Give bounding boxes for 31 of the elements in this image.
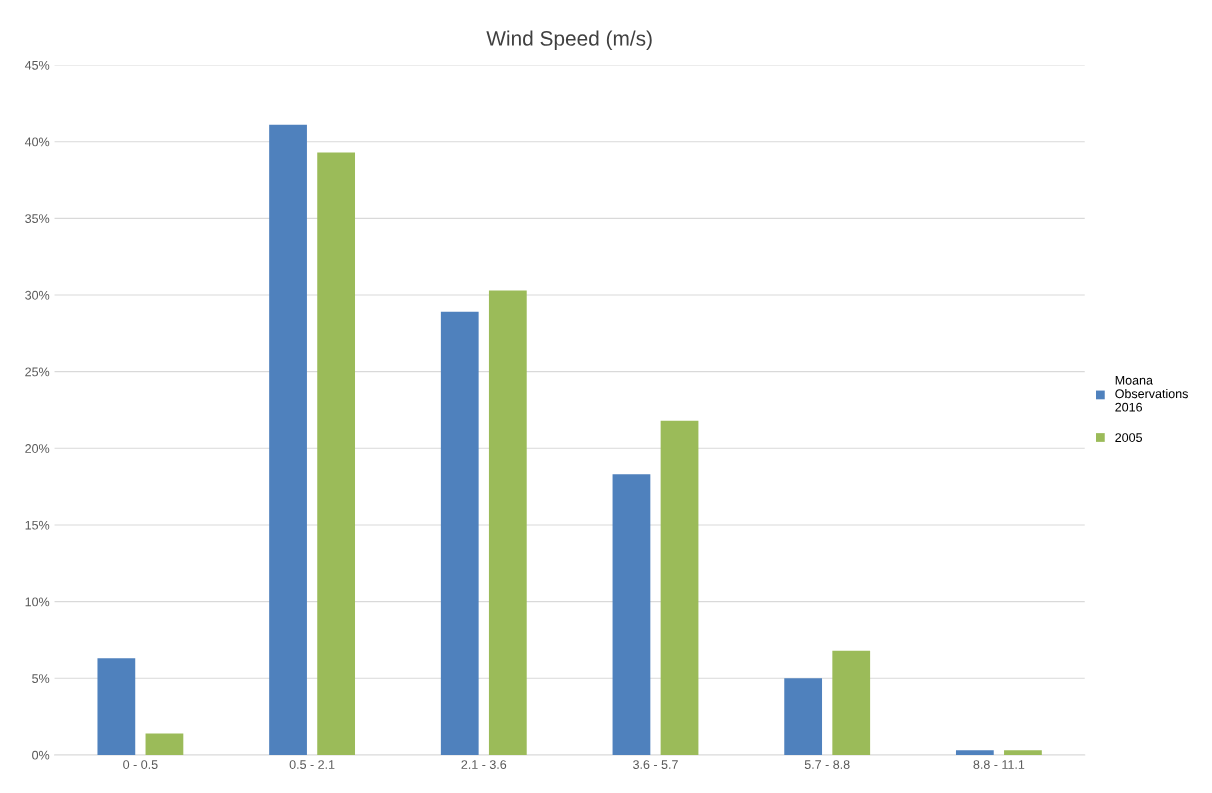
bar [660, 420, 699, 755]
x-tick-label: 0 - 0.5 [123, 760, 158, 769]
y-tick-label: 30% [25, 290, 50, 300]
y-tick-label: 5% [32, 674, 50, 683]
y-tick-label: 45% [24, 60, 50, 70]
x-tick-label: 0.5 - 2.1 [289, 760, 335, 769]
y-tick-label: 15% [25, 520, 50, 530]
bar [832, 650, 871, 755]
bar [955, 750, 994, 755]
bar [317, 152, 356, 755]
bar [1004, 750, 1042, 755]
bar [612, 474, 651, 755]
y-tick-label: 25% [25, 367, 50, 377]
bar [784, 678, 823, 755]
y-tick-label: 35% [25, 214, 50, 223]
y-tick-label: 10% [25, 597, 50, 607]
x-tick-label: 8.8 - 11.1 [973, 760, 1025, 769]
bar [97, 658, 136, 755]
y-tick-label: 20% [25, 444, 50, 453]
x-tick-label: 5.7 - 8.8 [804, 760, 850, 769]
legend-label: Moana Observations 2016 [1115, 375, 1188, 412]
x-tick-label: 3.6 - 5.7 [633, 760, 678, 769]
bar [145, 733, 184, 755]
bar [488, 290, 527, 755]
y-tick-label: 0% [32, 750, 50, 760]
y-tick-label: 40% [24, 137, 50, 147]
x-tick-label: 2.1 - 3.6 [461, 760, 507, 769]
chart-title: Wind Speed (m/s) [486, 30, 652, 50]
legend-label: 2005 [1115, 433, 1143, 442]
bar [440, 311, 479, 755]
bar [269, 124, 307, 755]
